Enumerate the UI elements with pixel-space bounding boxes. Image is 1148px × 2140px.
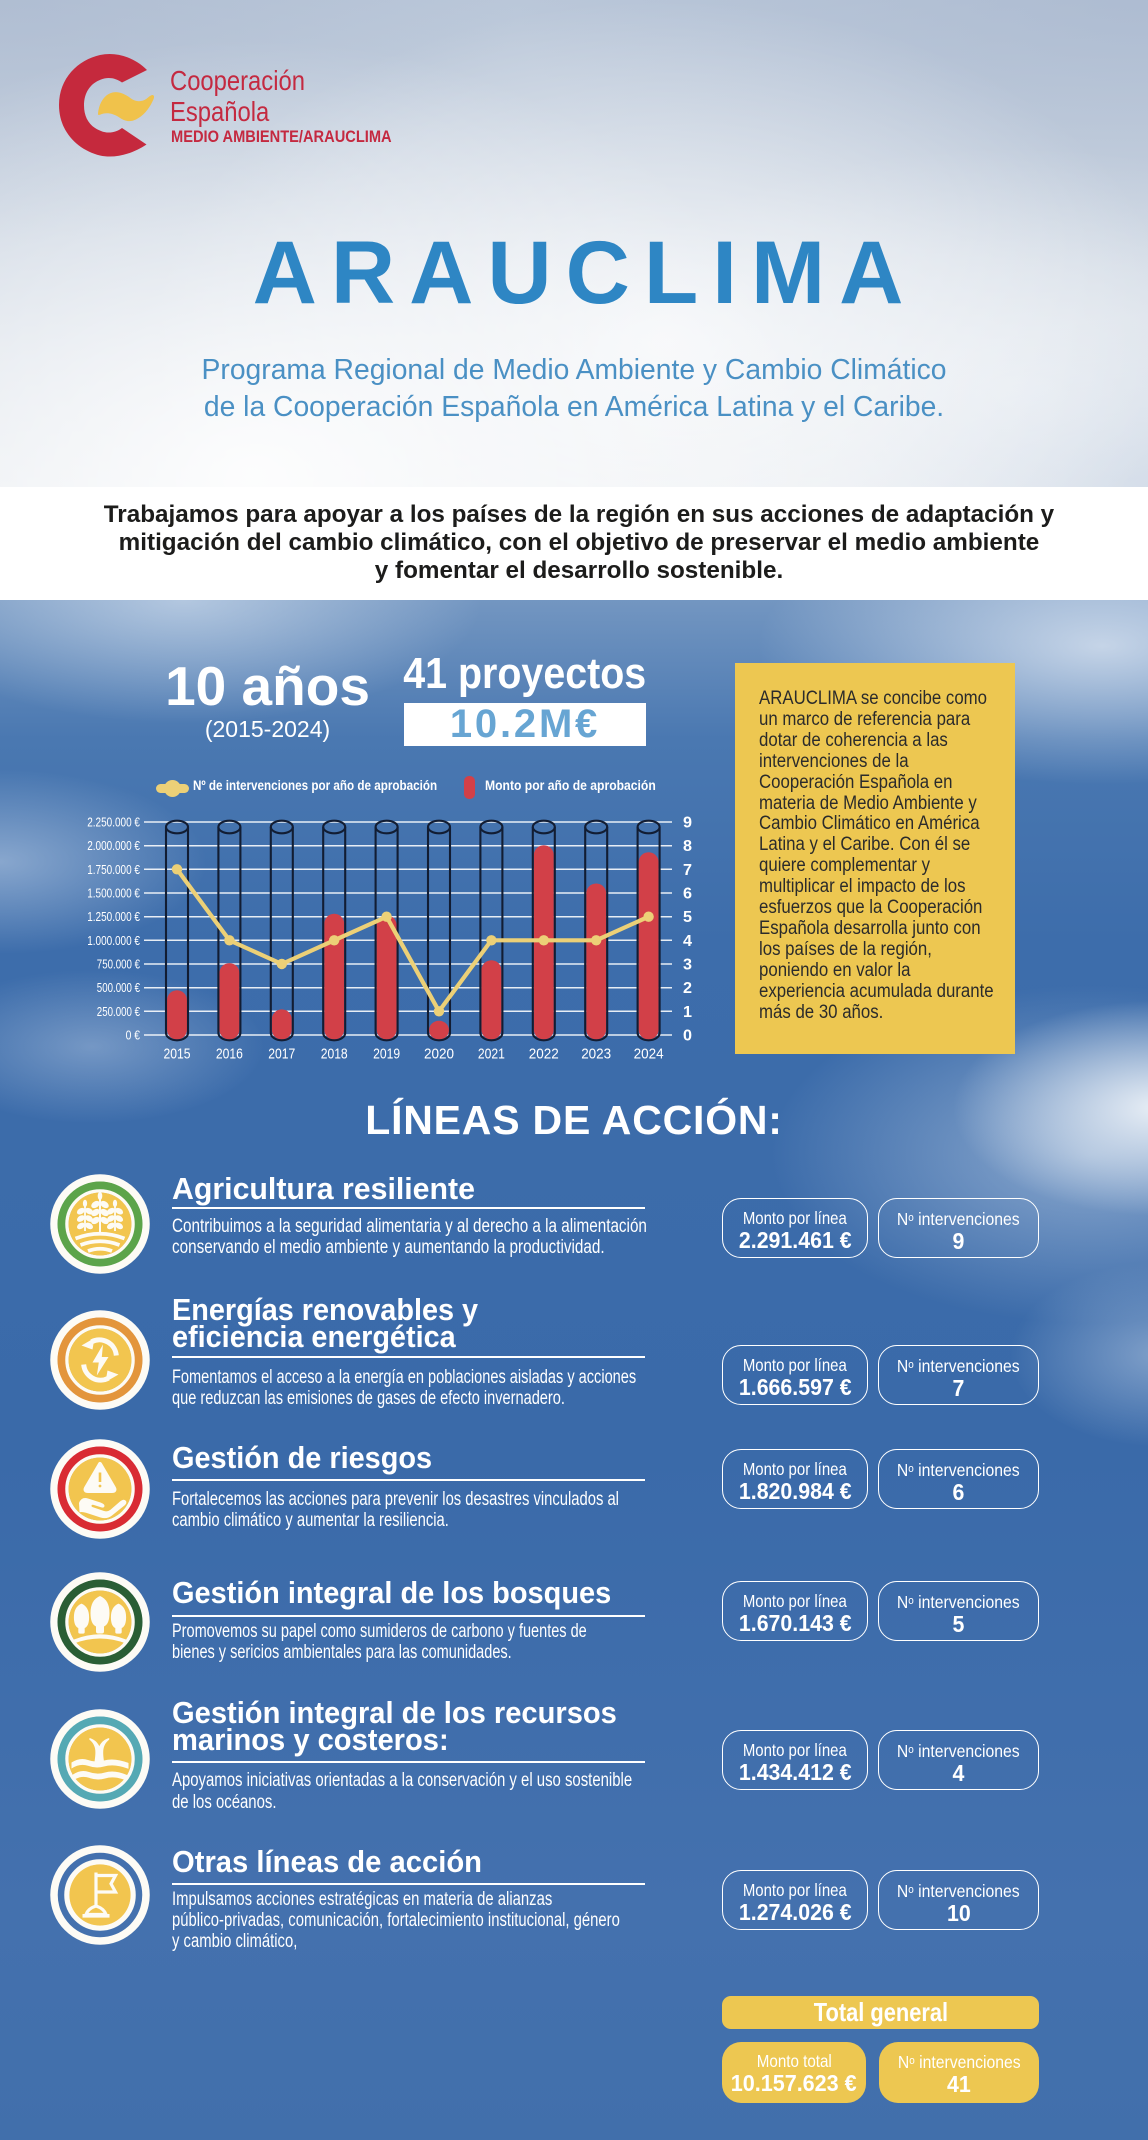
svg-text:2020: 2020 [424,1046,454,1063]
svg-text:7: 7 [683,862,692,879]
svg-text:2.250.000 €: 2.250.000 € [87,815,140,830]
svg-text:8: 8 [683,838,692,855]
svg-text:1: 1 [683,1004,692,1021]
svg-text:2016: 2016 [216,1046,243,1063]
svg-text:750.000 €: 750.000 € [97,957,141,972]
svg-text:1.750.000 €: 1.750.000 € [87,862,140,877]
svg-text:2021: 2021 [478,1046,505,1063]
svg-text:2022: 2022 [529,1046,559,1063]
svg-text:2017: 2017 [268,1046,295,1063]
svg-text:0 €: 0 € [126,1028,141,1043]
svg-text:2015: 2015 [164,1046,191,1063]
svg-text:3: 3 [683,957,692,974]
svg-text:5: 5 [683,909,692,926]
svg-text:250.000 €: 250.000 € [97,1004,141,1019]
svg-text:500.000 €: 500.000 € [97,980,141,995]
svg-text:2: 2 [683,980,692,997]
svg-text:6: 6 [683,886,692,903]
svg-text:2018: 2018 [321,1046,348,1063]
svg-text:2019: 2019 [373,1046,400,1063]
svg-text:1.500.000 €: 1.500.000 € [87,886,140,901]
svg-text:2024: 2024 [634,1046,664,1063]
svg-text:4: 4 [683,933,692,950]
svg-text:2023: 2023 [581,1046,611,1063]
svg-text:9: 9 [683,815,692,832]
svg-text:2.000.000 €: 2.000.000 € [87,838,140,853]
svg-text:1.000.000 €: 1.000.000 € [87,933,140,948]
svg-text:1.250.000 €: 1.250.000 € [87,909,140,924]
svg-text:0: 0 [683,1028,692,1045]
